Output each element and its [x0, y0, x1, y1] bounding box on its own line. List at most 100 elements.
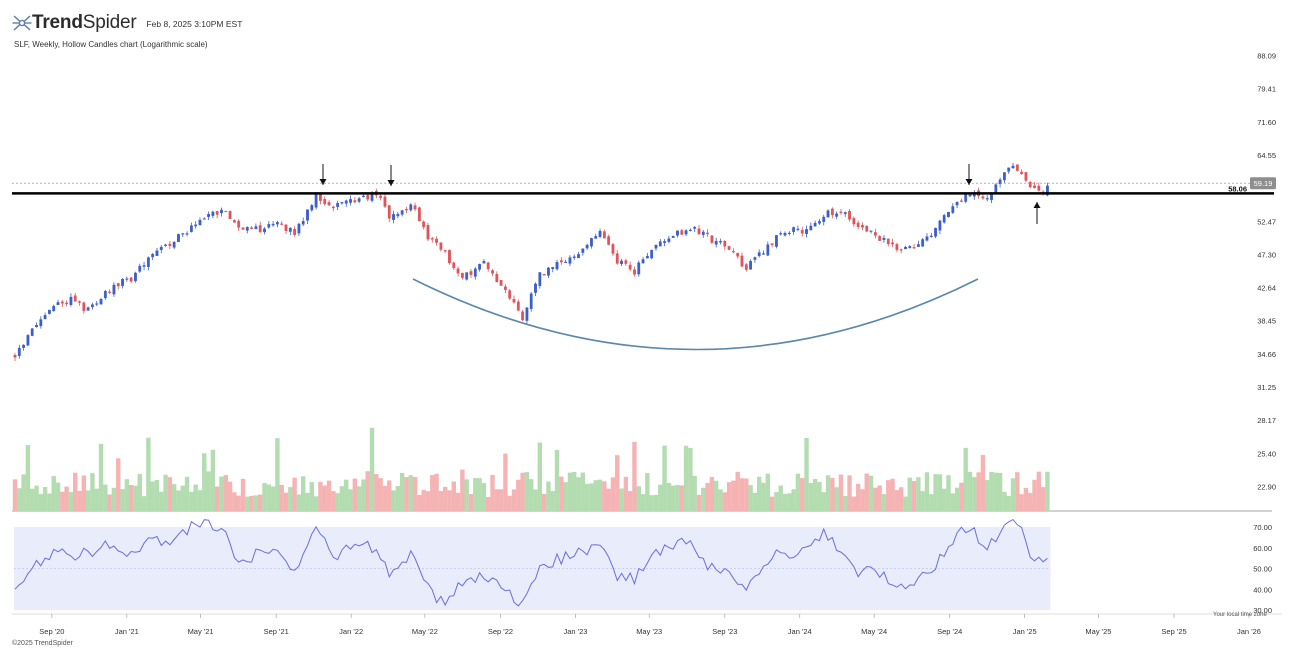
candle-body — [172, 241, 176, 248]
volume-bar — [77, 490, 82, 511]
volume-bar — [739, 478, 745, 511]
volume-bar — [967, 471, 973, 511]
candle-body — [714, 241, 718, 245]
volume-bar — [593, 480, 598, 511]
volume-bar — [662, 445, 667, 511]
volume-bar — [425, 491, 431, 511]
volume-bar — [150, 481, 155, 511]
candle-body — [443, 250, 447, 252]
volume-bar — [51, 476, 56, 511]
volume-bar — [1019, 494, 1024, 511]
volume-bar — [464, 479, 469, 511]
volume-bar — [567, 472, 573, 511]
time-tick-label: May '25 — [1085, 627, 1111, 636]
volume-bar — [959, 482, 964, 511]
candle-body — [43, 315, 47, 319]
chart-subtitle: SLF, Weekly, Hollow Candles chart (Logar… — [14, 40, 208, 49]
volume-bar — [352, 478, 358, 511]
candle-body — [942, 215, 946, 223]
volume-bar — [864, 473, 869, 511]
volume-bar — [214, 486, 220, 511]
candle-body — [753, 257, 757, 260]
volume-bar — [262, 483, 267, 511]
volume-bar — [477, 478, 482, 511]
volume-bar — [937, 474, 943, 511]
candle-body — [327, 202, 331, 206]
volume-bar — [391, 490, 396, 511]
volume-bar — [283, 492, 289, 511]
candle-body — [628, 264, 632, 270]
candle-body — [211, 211, 215, 216]
volume-bar — [90, 473, 95, 511]
volume-bar — [1040, 487, 1046, 511]
volume-bar — [658, 484, 663, 511]
candle-body — [594, 236, 598, 239]
candle-body — [611, 244, 615, 254]
candle-body — [1033, 185, 1036, 188]
volume-bar — [245, 496, 250, 511]
volume-bar — [442, 486, 448, 511]
candle-body — [663, 241, 666, 243]
candle-body — [805, 229, 808, 234]
candle-body — [134, 272, 137, 282]
volume-bar — [632, 441, 637, 511]
candle-body — [491, 270, 494, 274]
volume-bar — [184, 476, 190, 511]
time-tick-label: Jan '24 — [788, 627, 812, 636]
volume-bar — [374, 474, 379, 511]
volume-bar — [752, 492, 758, 511]
candle-body — [108, 291, 112, 293]
candle-body — [779, 233, 783, 235]
annotations — [12, 164, 1274, 351]
volume-bar — [946, 475, 951, 511]
candle-body — [417, 207, 421, 222]
candle-body — [994, 184, 998, 194]
time-tick-label: May '23 — [636, 627, 662, 636]
candle-body — [267, 224, 271, 228]
candle-body — [727, 246, 731, 250]
time-tick-label: Sep '20 — [39, 627, 64, 636]
volume-bar — [64, 486, 69, 511]
volume-bar — [331, 491, 336, 511]
volume-bar — [361, 479, 366, 511]
volume-bar — [55, 482, 61, 511]
volume-bar — [735, 471, 740, 511]
volume-bar — [344, 479, 349, 511]
candle-body — [676, 230, 679, 236]
volume-bar — [189, 491, 194, 511]
candles — [13, 162, 1049, 362]
candle-body — [551, 267, 555, 270]
volume-bars — [12, 427, 1050, 511]
price-axis: 88.09 79.41 71.60 64.55 52.47 47.30 42.64 38.45… — [1257, 52, 1276, 492]
candle-body — [929, 235, 933, 237]
candle-body — [396, 213, 400, 217]
volume-bar — [610, 477, 616, 511]
candle-body — [878, 236, 882, 241]
candle-body — [719, 241, 722, 243]
candle-body — [645, 255, 649, 259]
candle-body — [504, 286, 507, 290]
candle-body — [473, 268, 477, 277]
candle-body — [787, 232, 791, 235]
volume-bar — [258, 494, 263, 511]
candle-body — [319, 194, 322, 201]
volume-bar — [701, 487, 706, 511]
candle-body — [91, 304, 94, 308]
volume-bar — [301, 476, 306, 511]
candle-body — [559, 260, 563, 263]
candle-body — [185, 233, 189, 235]
volume-bar — [503, 453, 508, 511]
candle-body — [947, 211, 950, 218]
candle-body — [30, 328, 34, 336]
candle-body — [658, 241, 662, 247]
volume-bar — [838, 474, 844, 511]
volume-bar — [954, 487, 960, 511]
candle-body — [366, 194, 370, 200]
time-tick-label: Jan '26 — [1237, 627, 1261, 636]
time-tick-label: Jan '23 — [563, 627, 587, 636]
candle-body — [306, 209, 309, 221]
candle-body — [155, 250, 159, 257]
candle-body — [766, 244, 770, 256]
candle-body — [577, 254, 580, 259]
